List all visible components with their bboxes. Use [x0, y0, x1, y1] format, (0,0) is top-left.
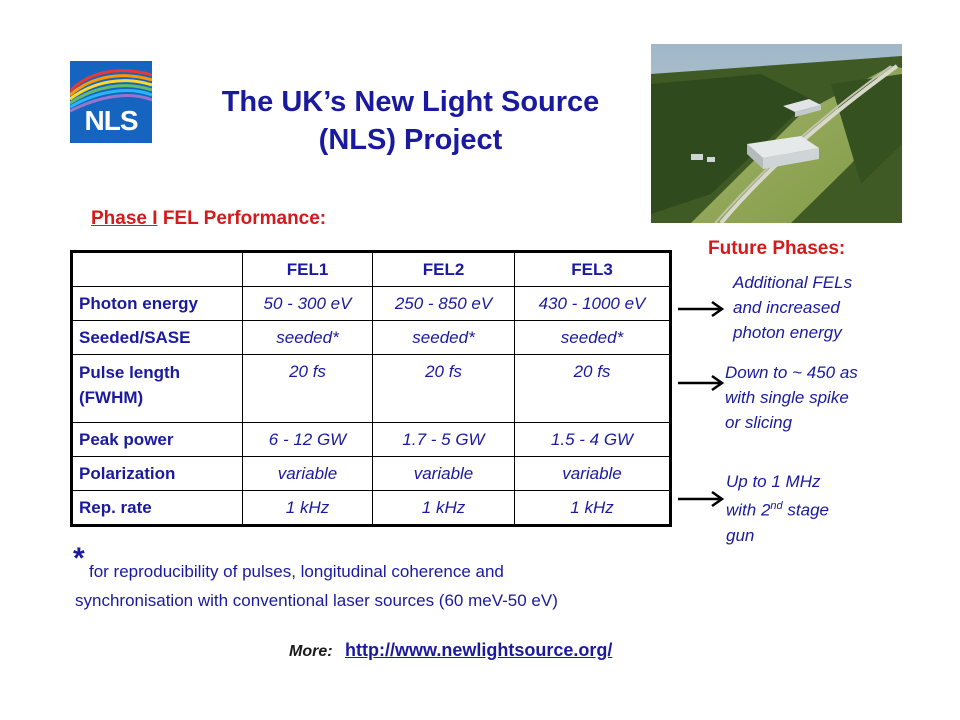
page-title: The UK’s New Light Source (NLS) Project	[178, 83, 643, 159]
table-cell: 20 fs	[372, 354, 515, 423]
table-cell: 20 fs	[242, 354, 373, 423]
table-cell: seeded*	[242, 320, 373, 355]
row-header: Peak power	[71, 422, 243, 457]
phase-heading: Phase I FEL Performance:	[91, 208, 326, 230]
table-cell: 6 - 12 GW	[242, 422, 373, 457]
note-line: gun	[726, 525, 755, 545]
table-row: Seeded/SASE seeded* seeded* seeded*	[71, 320, 671, 355]
row-header: Photon energy	[71, 286, 243, 321]
table-cell: 1 kHz	[242, 490, 373, 526]
fel-performance-table: FEL1 FEL2 FEL3 Photon energy 50 - 300 eV…	[70, 250, 672, 527]
table-cell: 1 kHz	[372, 490, 515, 526]
table-corner-cell	[71, 251, 243, 287]
row-header-line: Pulse length	[79, 363, 181, 382]
table-cell: 50 - 300 eV	[242, 286, 373, 321]
table-cell: variable	[242, 456, 373, 491]
more-info: More: http://www.newlightsource.org/	[289, 640, 612, 661]
table-header-row: FEL1 FEL2 FEL3	[71, 251, 671, 287]
table-cell: 250 - 850 eV	[372, 286, 515, 321]
table-row: Peak power 6 - 12 GW 1.7 - 5 GW 1.5 - 4 …	[71, 422, 671, 457]
table-row: Rep. rate 1 kHz 1 kHz 1 kHz	[71, 490, 671, 526]
table-cell: 1.7 - 5 GW	[372, 422, 515, 457]
table-row: Pulse length (FWHM) 20 fs 20 fs 20 fs	[71, 354, 671, 423]
nls-logo-icon: NLS	[70, 61, 152, 143]
superscript: nd	[770, 500, 783, 512]
table-cell: seeded*	[514, 320, 671, 355]
note-line: or slicing	[725, 413, 793, 432]
table-cell: seeded*	[372, 320, 515, 355]
row-header: Polarization	[71, 456, 243, 491]
column-header: FEL2	[372, 251, 515, 287]
phase-heading-rest: FEL Performance:	[157, 208, 327, 229]
arrow-right-icon	[678, 374, 725, 392]
note-line: and increased	[733, 298, 840, 317]
row-header: Seeded/SASE	[71, 320, 243, 355]
title-line-2: (NLS) Project	[318, 124, 503, 156]
arrow-right-icon	[678, 300, 725, 318]
phase-label: Phase I	[91, 208, 158, 229]
aerial-site-photo	[651, 44, 902, 223]
logo-text: NLS	[84, 105, 139, 136]
row-header-line: (FWHM)	[79, 388, 144, 407]
note-text: stage	[782, 500, 829, 520]
table-cell: variable	[514, 456, 671, 491]
note-line: Additional FELs	[733, 273, 853, 292]
future-note: Additional FELs and increased photon ene…	[733, 270, 852, 345]
note-text: with 2	[726, 500, 771, 520]
website-link[interactable]: http://www.newlightsource.org/	[345, 640, 613, 660]
table-row: Photon energy 50 - 300 eV 250 - 850 eV 4…	[71, 286, 671, 321]
table-cell: variable	[372, 456, 515, 491]
table-cell: 1.5 - 4 GW	[514, 422, 671, 457]
table-cell: 20 fs	[514, 354, 671, 423]
note-line: Down to ~ 450 as	[725, 363, 858, 382]
note-line: Up to 1 MHz	[726, 472, 821, 491]
future-note: Down to ~ 450 as with single spike or sl…	[725, 360, 858, 435]
more-label: More:	[289, 643, 333, 660]
row-header: Rep. rate	[71, 490, 243, 526]
future-note: Up to 1 MHz with 2nd stage gun	[726, 469, 829, 548]
footnote-line: synchronisation with conventional laser …	[75, 591, 558, 610]
note-line: with 2nd stage	[726, 494, 829, 523]
column-header: FEL3	[514, 251, 671, 287]
note-line: photon energy	[733, 323, 842, 342]
title-line-1: The UK’s New Light Source	[221, 86, 600, 118]
arrow-right-icon	[678, 490, 725, 508]
column-header: FEL1	[242, 251, 373, 287]
footnote: for reproducibility of pulses, longitudi…	[75, 557, 695, 615]
table-row: Polarization variable variable variable	[71, 456, 671, 491]
row-header: Pulse length (FWHM)	[71, 354, 243, 423]
note-line: with single spike	[725, 388, 849, 407]
future-phases-heading: Future Phases:	[708, 238, 846, 259]
footnote-star: *	[73, 542, 85, 575]
table-cell: 430 - 1000 eV	[514, 286, 671, 321]
table-cell: 1 kHz	[514, 490, 671, 526]
footnote-line: for reproducibility of pulses, longitudi…	[89, 562, 504, 581]
